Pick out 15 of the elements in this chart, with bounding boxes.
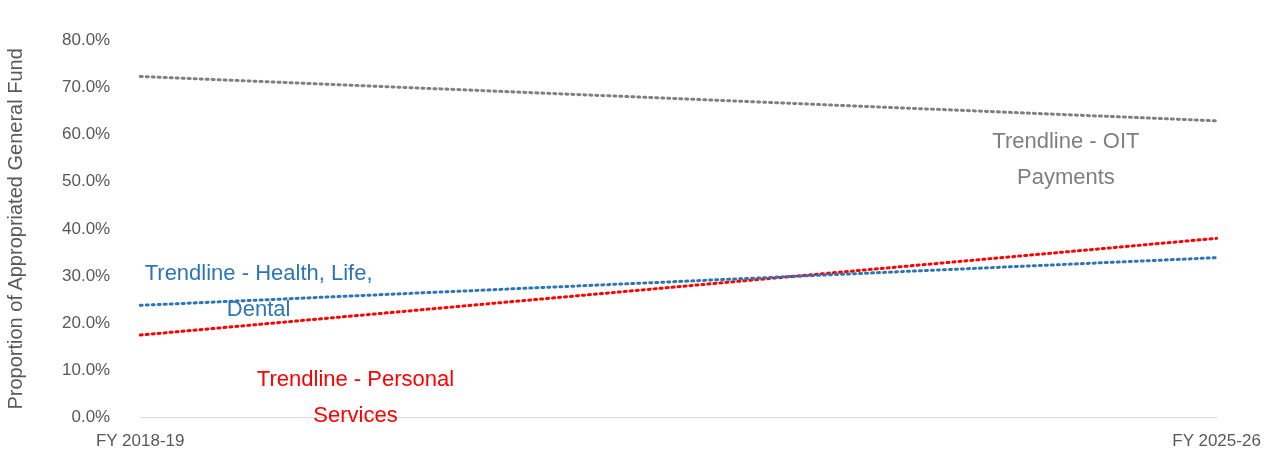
x-tick-label: FY 2018-19 — [95, 431, 185, 451]
y-tick-label: 60.0% — [62, 124, 111, 144]
y-tick-label: 0.0% — [71, 407, 111, 427]
y-tick-label: 10.0% — [62, 360, 111, 380]
y-tick-label: 20.0% — [62, 312, 111, 332]
y-tick-label: 30.0% — [62, 265, 111, 285]
y-tick-label: 80.0% — [62, 29, 111, 49]
series-label: Trendline - OIT Payments — [992, 128, 1140, 190]
y-tick-label: 40.0% — [62, 218, 111, 238]
series-label: Trendline - Health, Life, Dental — [144, 260, 373, 322]
y-tick-label: 70.0% — [62, 77, 111, 97]
series-label: Trendline - Personal Services — [256, 365, 455, 427]
y-tick-label: 50.0% — [62, 171, 111, 191]
x-tick-label: FY 2025-26 — [1172, 431, 1261, 451]
y-axis-title: Proportion of Appropriated General Fund — [3, 48, 26, 410]
